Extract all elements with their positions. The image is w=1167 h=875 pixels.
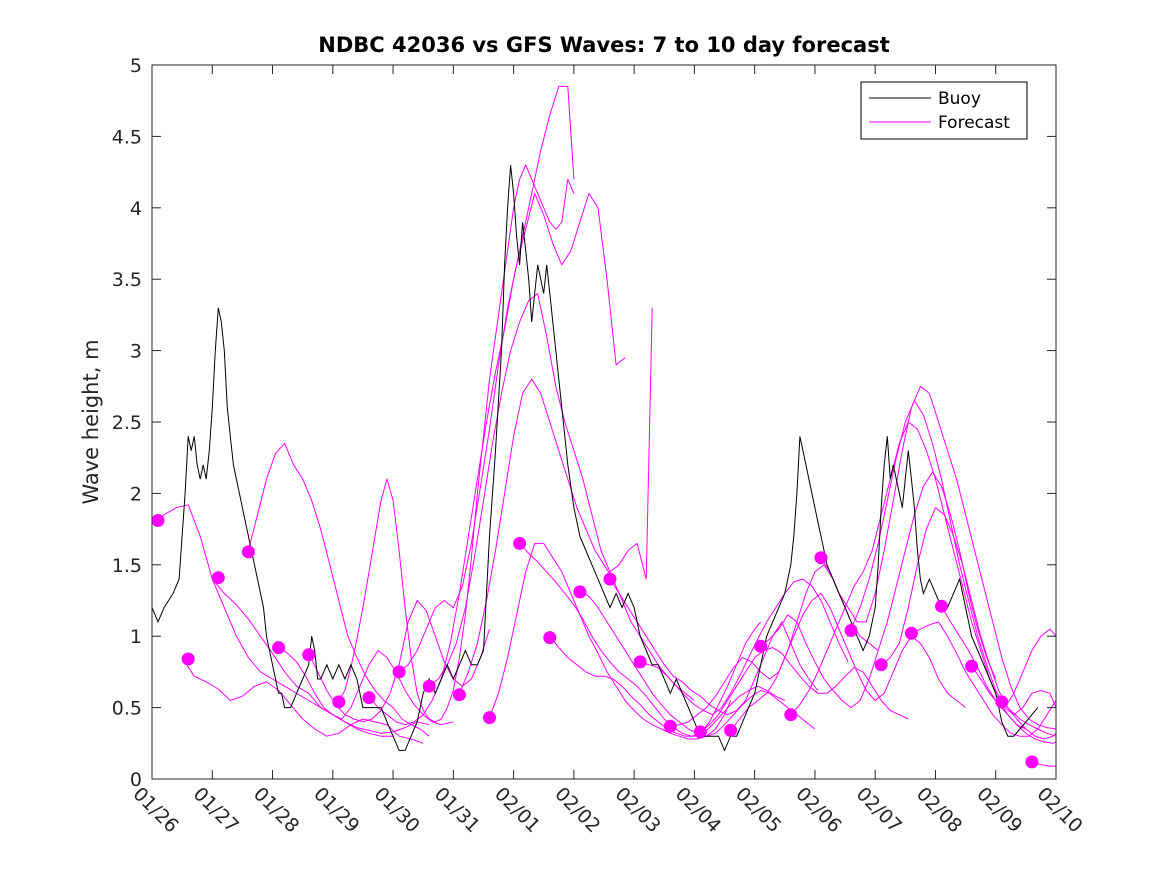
forecast-start-point	[181, 652, 195, 666]
forecast-line-16	[609, 578, 819, 716]
forecast-line-5	[278, 647, 454, 726]
y-tick-label: 1	[130, 626, 142, 648]
legend-forecast-label: Forecast	[938, 113, 1010, 133]
forecast-line-26	[911, 621, 1057, 737]
forecast-start-point	[663, 719, 677, 733]
forecast-start-point	[362, 691, 376, 705]
forecast-start-point	[573, 585, 587, 599]
y-axis-label: Wave height, m	[79, 339, 103, 504]
forecast-line-7	[338, 164, 575, 723]
legend-box	[860, 81, 1028, 140]
forecast-start-point	[965, 659, 979, 673]
forecast-start-point	[151, 514, 165, 527]
forecast-start-point	[241, 545, 255, 559]
forecast-start-point	[995, 695, 1009, 709]
forecast-start-point	[211, 571, 225, 585]
y-tick-label: 2.5	[112, 412, 142, 434]
points-layer	[151, 514, 1039, 769]
forecast-line-3	[211, 578, 430, 734]
forecast-start-point	[904, 626, 918, 640]
forecast-line-1	[151, 504, 394, 737]
forecast-start-point	[332, 695, 346, 709]
forecast-start-point	[543, 631, 557, 645]
y-tick-label: 0	[130, 769, 142, 791]
legend-buoy-label: Buoy	[938, 89, 981, 109]
forecast-line-28	[971, 665, 1057, 744]
y-tick-label: 4	[130, 198, 142, 220]
forecast-line-8	[368, 85, 575, 726]
forecast-line-19	[700, 647, 909, 733]
y-tick-label: 1.5	[112, 555, 142, 577]
y-tick-label: 5	[130, 55, 142, 77]
forecast-start-point	[844, 624, 858, 637]
y-tick-label: 2	[130, 483, 142, 505]
y-tick-label: 3	[130, 341, 142, 363]
y-tick-label: 4.5	[112, 126, 142, 148]
forecast-line-4	[247, 442, 430, 737]
forecast-line-9	[398, 193, 626, 673]
forecast-start-point	[784, 708, 798, 722]
forecast-start-point	[874, 658, 888, 672]
forecast-start-point	[693, 725, 707, 739]
forecast-line-24	[850, 400, 1057, 716]
forecast-line-20	[730, 592, 966, 731]
forecast-start-point	[272, 641, 286, 655]
plot-area	[152, 65, 1056, 779]
forecast-line-29	[1001, 701, 1057, 737]
forecast-start-point	[452, 688, 466, 702]
forecast-start-point	[814, 551, 828, 565]
forecast-start-point	[1025, 755, 1039, 769]
forecast-line-11	[458, 378, 695, 701]
forecast-start-point	[302, 648, 316, 662]
forecast-start-point	[392, 665, 406, 679]
forecast-start-point	[513, 536, 527, 550]
forecast-line-2	[181, 657, 424, 744]
y-tick-label: 0.5	[112, 698, 142, 720]
series-layer	[151, 85, 1057, 767]
forecast-start-point	[754, 639, 768, 653]
chart-title: NDBC 42036 vs GFS Waves: 7 to 10 day for…	[318, 33, 889, 57]
forecast-line-13	[519, 543, 762, 737]
buoy-line	[151, 164, 1039, 752]
forecast-start-point	[483, 711, 496, 725]
forecast-line-10	[428, 293, 653, 687]
forecast-line-21	[760, 471, 997, 709]
forecast-start-point	[633, 655, 647, 669]
forecast-start-point	[724, 723, 738, 737]
forecast-line-17	[640, 578, 849, 716]
forecast-start-point	[935, 599, 948, 613]
forecast-start-point	[422, 679, 436, 693]
forecast-line-23	[820, 385, 1057, 730]
forecast-start-point	[603, 572, 617, 586]
y-tick-label: 3.5	[112, 269, 142, 291]
legend: Buoy Forecast	[860, 81, 1028, 140]
